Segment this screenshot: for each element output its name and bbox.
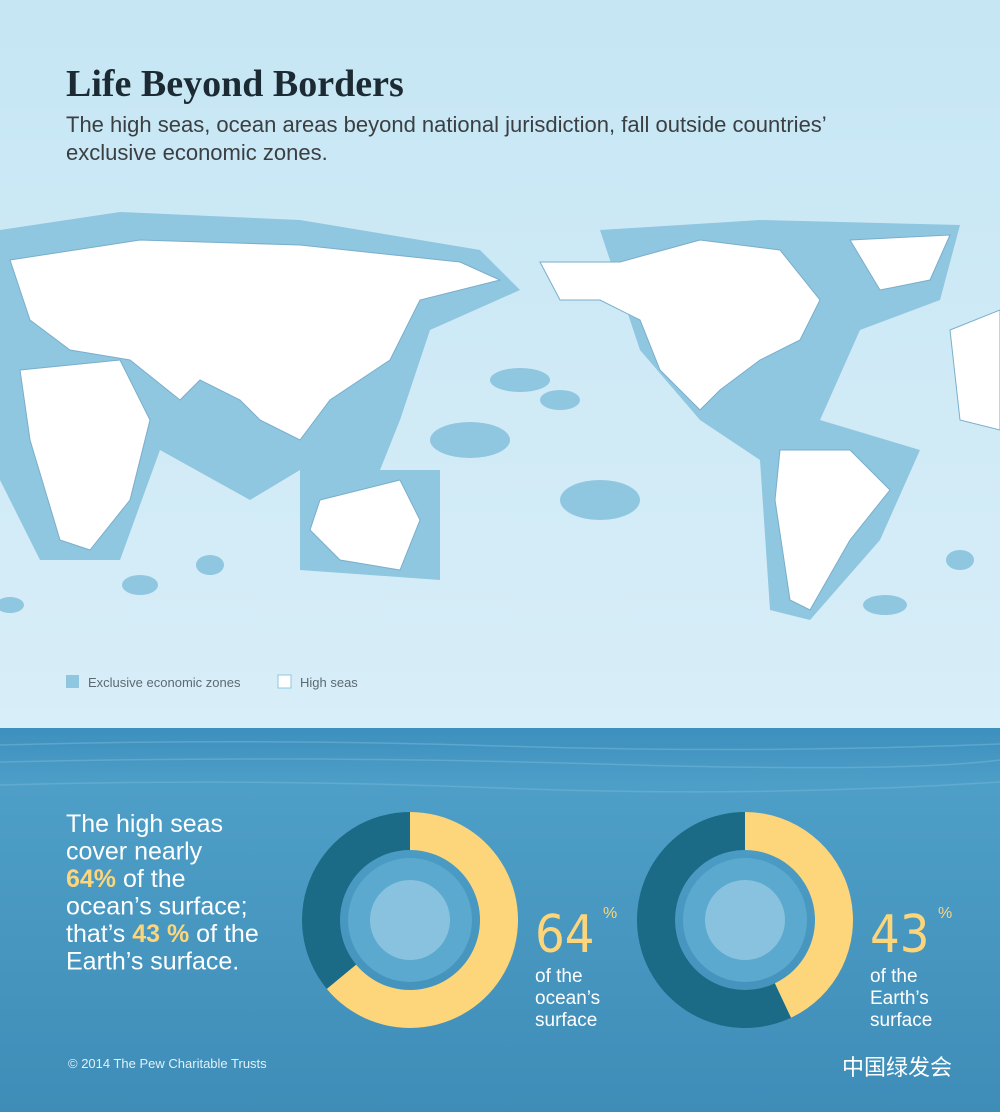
donut-segment	[301, 812, 410, 989]
legend-label: High seas	[300, 675, 358, 690]
statement-text: The high seas	[66, 810, 223, 838]
legend-label: Exclusive economic zones	[88, 675, 241, 690]
statement: The high seas cover nearly 64% of the ocean…	[66, 810, 259, 976]
donut-segment	[745, 811, 854, 1018]
value-unit: %	[938, 905, 952, 922]
caption-line: of the	[870, 966, 918, 987]
subtitle-line: exclusive economic zones.	[66, 140, 328, 165]
world-map	[0, 212, 1000, 620]
statement-text: Earth’s surface.	[66, 948, 239, 976]
copyright: © 2014 The Pew Charitable Trusts	[68, 1056, 267, 1071]
caption-line: of the	[535, 966, 583, 987]
legend: Exclusive economic zones High seas	[66, 674, 358, 690]
donut-center-art	[370, 880, 450, 960]
subtitle-line: The high seas, ocean areas beyond nation…	[66, 112, 827, 137]
legend-swatch	[277, 674, 292, 689]
statement-text: of the	[116, 865, 186, 893]
land	[9, 234, 1000, 611]
value-label: 64	[535, 905, 595, 965]
title: Life Beyond Borders	[66, 63, 404, 105]
donut-segment	[637, 812, 791, 1028]
caption-line: surface	[870, 1010, 932, 1031]
caption-line: Earth’s	[870, 988, 929, 1009]
caption-line: surface	[535, 1010, 597, 1031]
value-label: 43	[870, 905, 930, 965]
statement-text: 64%	[66, 865, 116, 893]
statement-text: cover nearly	[66, 838, 203, 866]
legend-swatch	[66, 675, 79, 688]
caption-line: ocean’s	[535, 988, 600, 1009]
donut-center-art	[705, 880, 785, 960]
statement-text: ocean’s surface;	[66, 893, 248, 921]
donut-segment	[326, 812, 518, 1028]
statement-text: of the	[189, 920, 259, 948]
statement-text: 43 %	[132, 920, 189, 948]
value-unit: %	[603, 905, 617, 922]
statement-text: that’s	[66, 920, 132, 948]
watermark: 中国绿发会	[842, 1056, 952, 1081]
waves	[0, 740, 1000, 793]
